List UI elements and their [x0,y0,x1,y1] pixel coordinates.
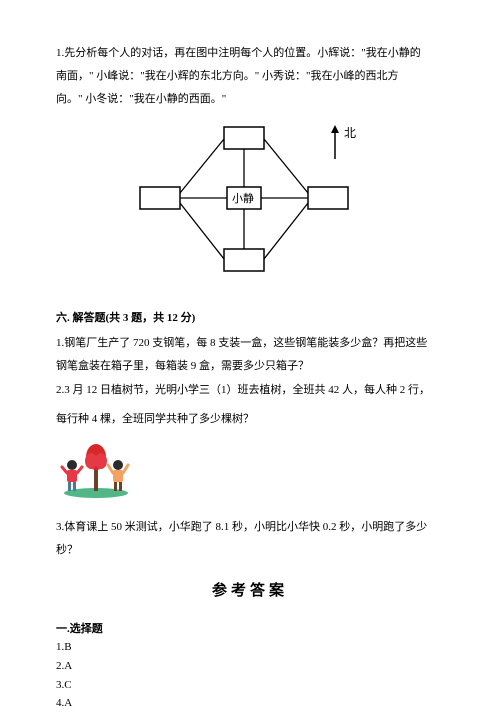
s6-q1-l1: 1.钢笔厂生产了 720 支钢笔，每 8 支装一盒，这些钢笔能装多少盒？再把这些 [56,337,427,349]
answer-item: 1.B [56,641,72,653]
s6-q2-l1: 2.3 月 12 日植树节，光明小学三（1）班去植树，全班共 42 人，每人种 … [56,384,430,396]
answer-item: 3.C [56,679,72,691]
children-planting-illustration [56,437,444,508]
section6-q3: 3.体育课上 50 米测试，小华跑了 8.1 秒，小明比小华快 0.2 秒，小明… [56,516,444,562]
answer-item: 4.A [56,697,72,709]
section-6-title: 六. 解答题(共 3 题，共 12 分) [56,307,444,330]
section6-q2-line2: 每行种 4 棵，全班同学共种了多少棵树？ [56,408,444,431]
north-label: 北 [344,126,356,140]
q1-line3: 向。" 小冬说："我在小静的西面。" [56,93,226,105]
s6-q1-l2: 钢笔盒装在箱子里，每箱装 9 盒，需要多少只箱子？ [56,360,309,372]
section6-q1: 1.钢笔厂生产了 720 支钢笔，每 8 支装一盒，这些钢笔能装多少盒？再把这些… [56,332,444,401]
illustration-svg [56,437,138,499]
q1-line2: 南面，" 小峰说："我在小辉的东北方向。" 小秀说："我在小峰的西北方 [56,70,398,82]
answer-item: 2.A [56,660,72,672]
answer-title: 参考答案 [56,576,444,608]
position-diagram: 北 小静 [56,119,444,279]
answer-section: 一.选择题 1.B 2.A 3.C 4.A [56,620,444,713]
q1-line1: 1.先分析每个人的对话，再在图中注明每个人的位置。小辉说："我在小静的 [56,47,421,59]
answer-section-label: 一.选择题 [56,623,103,635]
diagram-svg: 北 小静 [130,119,370,279]
question-1-text: 1.先分析每个人的对话，再在图中注明每个人的位置。小辉说："我在小静的 南面，"… [56,42,444,111]
center-label: 小静 [232,191,254,205]
